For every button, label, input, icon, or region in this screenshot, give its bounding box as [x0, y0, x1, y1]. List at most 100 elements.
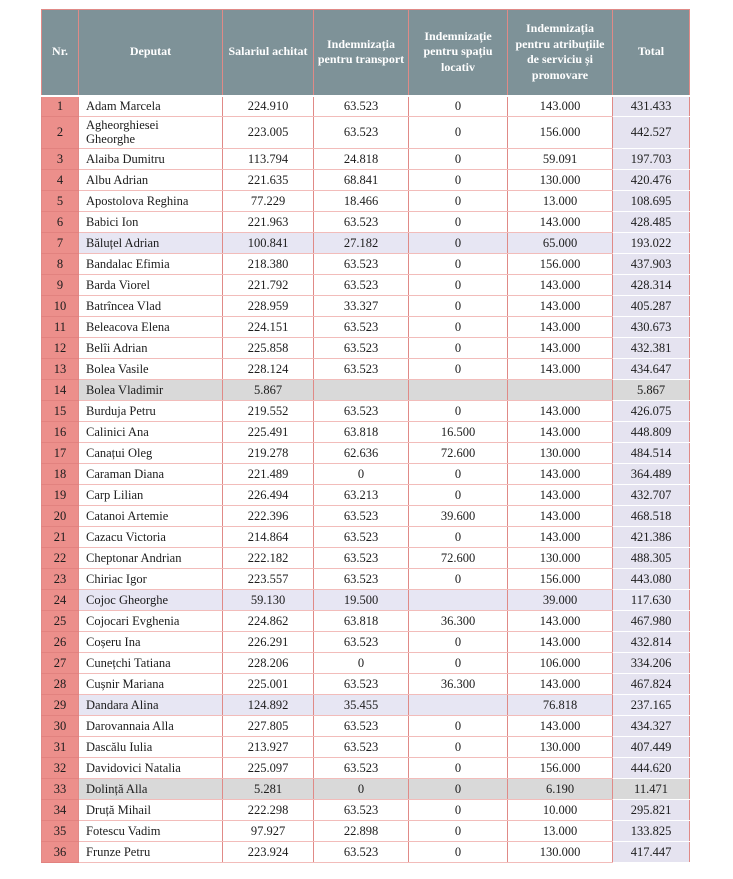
- table-row: 9 Barda Viorel 221.792 63.523 0 143.000 428.31…: [41, 273, 690, 296]
- cell-deputat: Barda Viorel: [78, 273, 223, 296]
- column-header-transport: Indemnizația pentru transport: [313, 9, 409, 97]
- cell-transport: [313, 378, 409, 401]
- cell-deputat: Chiriac Igor: [78, 567, 223, 590]
- cell-atributii: 130.000: [507, 441, 613, 464]
- table-row: 26 Coșeru Ina 226.291 63.523 0 143.000 432.814: [41, 630, 690, 653]
- cell-atributii: 65.000: [507, 231, 613, 254]
- cell-atributii: 143.000: [507, 630, 613, 653]
- table-row: 32 Davidovici Natalia 225.097 63.523 0 156.00…: [41, 756, 690, 779]
- cell-spatiu: 0: [408, 399, 508, 422]
- cell-nr: 25: [41, 609, 79, 632]
- column-header-spatiu: Indemnizație pentru spațiu locativ: [408, 9, 508, 97]
- cell-salariu: 213.927: [222, 735, 314, 758]
- cell-atributii: 10.000: [507, 798, 613, 821]
- cell-transport: 63.523: [313, 798, 409, 821]
- table-row: 34 Druță Mihail 222.298 63.523 0 10.000 295.82…: [41, 798, 690, 821]
- cell-salariu: 225.001: [222, 672, 314, 695]
- cell-nr: 13: [41, 357, 79, 380]
- cell-salariu: 113.794: [222, 147, 314, 170]
- cell-transport: 63.213: [313, 483, 409, 506]
- cell-nr: 9: [41, 273, 79, 296]
- cell-salariu: 226.291: [222, 630, 314, 653]
- cell-salariu: 221.963: [222, 210, 314, 233]
- cell-deputat: Cojocari Evghenia: [78, 609, 223, 632]
- cell-salariu: 225.097: [222, 756, 314, 779]
- cell-atributii: 13.000: [507, 189, 613, 212]
- cell-nr: 22: [41, 546, 79, 569]
- cell-spatiu: 0: [408, 315, 508, 338]
- cell-nr: 20: [41, 504, 79, 527]
- cell-nr: 6: [41, 210, 79, 233]
- cell-spatiu: 72.600: [408, 546, 508, 569]
- cell-nr: 3: [41, 147, 79, 170]
- cell-nr: 19: [41, 483, 79, 506]
- cell-total: 417.447: [612, 840, 690, 863]
- cell-nr: 10: [41, 294, 79, 317]
- cell-total: 426.075: [612, 399, 690, 422]
- cell-deputat: Davidovici Natalia: [78, 756, 223, 779]
- table-row: 6 Babici Ion 221.963 63.523 0 143.000 428.485: [41, 210, 690, 233]
- cell-atributii: 143.000: [507, 210, 613, 233]
- table-row: 15 Burduja Petru 219.552 63.523 0 143.000 426.…: [41, 399, 690, 422]
- cell-atributii: 156.000: [507, 116, 613, 149]
- cell-transport: 63.523: [313, 840, 409, 863]
- cell-atributii: 143.000: [507, 399, 613, 422]
- cell-nr: 31: [41, 735, 79, 758]
- cell-atributii: 143.000: [507, 609, 613, 632]
- cell-deputat: Catanoi Artemie: [78, 504, 223, 527]
- cell-salariu: 100.841: [222, 231, 314, 254]
- column-header-atributii: Indemnizația pentru atribuțiile de servi…: [507, 9, 613, 97]
- cell-salariu: 222.182: [222, 546, 314, 569]
- cell-total: 407.449: [612, 735, 690, 758]
- cell-nr: 26: [41, 630, 79, 653]
- table-row: 20 Catanoi Artemie 222.396 63.523 39.600 143.…: [41, 504, 690, 527]
- cell-atributii: 156.000: [507, 756, 613, 779]
- cell-atributii: 39.000: [507, 588, 613, 611]
- cell-transport: 63.523: [313, 315, 409, 338]
- table-row: 29 Dandara Alina 124.892 35.455 76.818 237.16…: [41, 693, 690, 716]
- table-row: 14 Bolea Vladimir 5.867 5.867: [41, 378, 690, 401]
- cell-nr: 15: [41, 399, 79, 422]
- cell-salariu: 77.229: [222, 189, 314, 212]
- cell-spatiu: 0: [408, 525, 508, 548]
- deputies-salary-table-container: Nr. Deputat Salariul achitat Indemnizația p…: [41, 9, 691, 863]
- cell-total: 443.080: [612, 567, 690, 590]
- cell-total: 488.305: [612, 546, 690, 569]
- cell-salariu: 221.489: [222, 462, 314, 485]
- cell-salariu: 223.924: [222, 840, 314, 863]
- cell-spatiu: 0: [408, 147, 508, 170]
- cell-spatiu: 0: [408, 819, 508, 842]
- cell-nr: 32: [41, 756, 79, 779]
- cell-deputat: Agheorghiesei Gheorghe: [78, 116, 223, 149]
- cell-total: 108.695: [612, 189, 690, 212]
- cell-deputat: Batrîncea Vlad: [78, 294, 223, 317]
- cell-salariu: 223.557: [222, 567, 314, 590]
- table-row: 5 Apostolova Reghina 77.229 18.466 0 13.000 10…: [41, 189, 690, 212]
- cell-spatiu: 0: [408, 840, 508, 863]
- table-row: 21 Cazacu Victoria 214.864 63.523 0 143.000 42…: [41, 525, 690, 548]
- cell-nr: 36: [41, 840, 79, 863]
- cell-spatiu: 0: [408, 189, 508, 212]
- cell-spatiu: 0: [408, 116, 508, 149]
- table-row: 27 Cunețchi Tatiana 228.206 0 0 106.000 334.20…: [41, 651, 690, 674]
- cell-spatiu: 0: [408, 95, 508, 117]
- cell-total: 484.514: [612, 441, 690, 464]
- cell-spatiu: 72.600: [408, 441, 508, 464]
- table-row: 13 Bolea Vasile 228.124 63.523 0 143.000 434.6…: [41, 357, 690, 380]
- cell-spatiu: 39.600: [408, 504, 508, 527]
- cell-transport: 62.636: [313, 441, 409, 464]
- table-row: 22 Cheptonar Andrian 222.182 63.523 72.600 13…: [41, 546, 690, 569]
- cell-total: 442.527: [612, 116, 690, 149]
- cell-transport: 63.523: [313, 336, 409, 359]
- cell-salariu: 219.278: [222, 441, 314, 464]
- cell-transport: 63.523: [313, 756, 409, 779]
- table-row: 36 Frunze Petru 223.924 63.523 0 130.000 417.4…: [41, 840, 690, 863]
- table-row: 16 Calinici Ana 225.491 63.818 16.500 143.000…: [41, 420, 690, 443]
- cell-deputat: Bolea Vasile: [78, 357, 223, 380]
- cell-salariu: 219.552: [222, 399, 314, 422]
- cell-salariu: 124.892: [222, 693, 314, 716]
- cell-total: 467.980: [612, 609, 690, 632]
- table-row: 12 Belîi Adrian 225.858 63.523 0 143.000 432.3…: [41, 336, 690, 359]
- cell-nr: 2: [41, 116, 79, 149]
- table-row: 25 Cojocari Evghenia 224.862 63.818 36.300 14…: [41, 609, 690, 632]
